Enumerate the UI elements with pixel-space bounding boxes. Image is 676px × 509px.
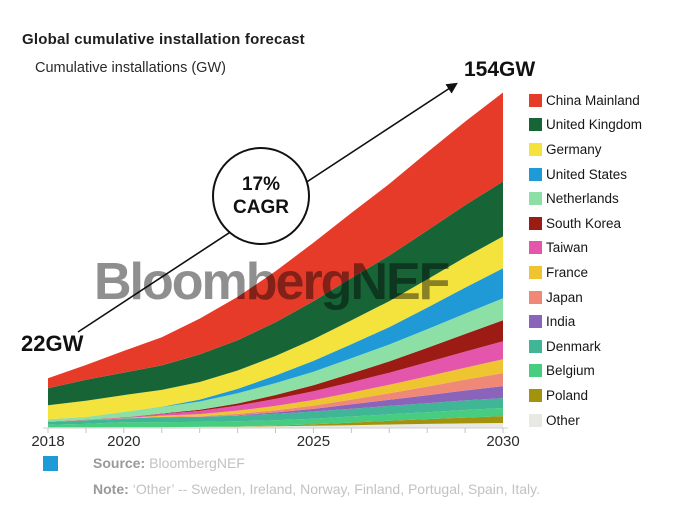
source-line: Source: BloombergNEF [93, 455, 245, 471]
legend-swatch-japan [529, 290, 542, 304]
area-france [48, 359, 503, 422]
x-axis [43, 427, 508, 433]
start-value-label: 22GW [21, 331, 84, 356]
cagr-percent: 17% [241, 174, 281, 195]
legend-item-belgium: Belgium [529, 359, 642, 384]
area-united-kingdom [48, 181, 503, 406]
area-other [48, 423, 503, 428]
area-series-group [48, 92, 503, 428]
legend-item-netherlands: Netherlands [529, 186, 642, 211]
legend-swatch-france [529, 265, 542, 279]
note-label: Note: [93, 481, 129, 497]
area-belgium [48, 408, 503, 428]
footer-bullet-icon [43, 456, 58, 471]
legend-swatch-poland [529, 388, 542, 402]
source-label: Source: [93, 455, 146, 471]
end-value-label: 154GW [464, 58, 536, 81]
axis-units-label: Cumulative installations (GW) [35, 60, 226, 76]
legend-item-germany: Germany [529, 137, 642, 162]
legend-label-india: India [546, 314, 576, 330]
legend-label-denmark: Denmark [546, 338, 601, 354]
legend-item-japan: Japan [529, 285, 642, 310]
legend-item-india: India [529, 309, 642, 334]
legend-label-belgium: Belgium [546, 363, 595, 379]
x-label-2018: 2018 [31, 433, 65, 450]
legend-swatch-united-states [529, 167, 542, 181]
legend-swatch-taiwan [529, 241, 542, 255]
area-japan [48, 373, 503, 422]
note-line: Note: ‘Other’ -- Sweden, Ireland, Norway,… [93, 481, 540, 497]
legend-label-other: Other [546, 412, 580, 428]
x-label-2025: 2025 [296, 433, 331, 450]
area-india [48, 386, 503, 422]
legend-label-france: France [546, 264, 589, 280]
area-poland [48, 416, 503, 428]
legend-item-denmark: Denmark [529, 334, 642, 359]
legend-item-poland: Poland [529, 383, 642, 408]
legend: China Mainland United Kingdom Germany Unite… [529, 88, 642, 432]
legend-label-poland: Poland [546, 387, 589, 403]
legend-label-japan: Japan [546, 289, 583, 305]
legend-label-united-kingdom: United Kingdom [546, 117, 643, 133]
cagr-annotation: 17% CAGR [201, 173, 321, 219]
legend-item-china-mainland: China Mainland [529, 88, 642, 113]
legend-label-taiwan: Taiwan [546, 240, 589, 256]
legend-label-netherlands: Netherlands [546, 191, 619, 207]
legend-swatch-other [529, 413, 542, 427]
legend-swatch-south-korea [529, 216, 542, 230]
legend-item-united-kingdom: United Kingdom [529, 113, 642, 138]
area-china-mainland [48, 92, 503, 389]
legend-item-other: Other [529, 408, 642, 433]
source-text: BloombergNEF [149, 455, 245, 471]
legend-item-united-states: United States [529, 162, 642, 187]
legend-item-france: France [529, 260, 642, 285]
legend-swatch-united-kingdom [529, 118, 542, 132]
legend-item-taiwan: Taiwan [529, 236, 642, 261]
legend-swatch-belgium [529, 364, 542, 378]
legend-swatch-netherlands [529, 192, 542, 206]
x-label-2030: 2030 [486, 433, 520, 450]
legend-label-south-korea: South Korea [546, 215, 622, 231]
legend-swatch-india [529, 315, 542, 329]
legend-swatch-denmark [529, 339, 542, 353]
cagr-badge-circle [212, 147, 310, 245]
note-text: ‘Other’ -- Sweden, Ireland, Norway, Finl… [132, 481, 541, 497]
legend-label-united-states: United States [546, 166, 628, 182]
cagr-label: CAGR [233, 197, 289, 218]
legend-item-south-korea: South Korea [529, 211, 642, 236]
area-germany [48, 236, 503, 420]
legend-swatch-china-mainland [529, 93, 542, 107]
legend-label-germany: Germany [546, 141, 602, 157]
page-title: Global cumulative installation forecast [22, 31, 305, 48]
legend-swatch-germany [529, 142, 542, 156]
x-label-2020: 2020 [107, 433, 141, 450]
area-taiwan [48, 341, 503, 422]
legend-label-china-mainland: China Mainland [546, 92, 640, 108]
area-denmark [48, 398, 503, 425]
